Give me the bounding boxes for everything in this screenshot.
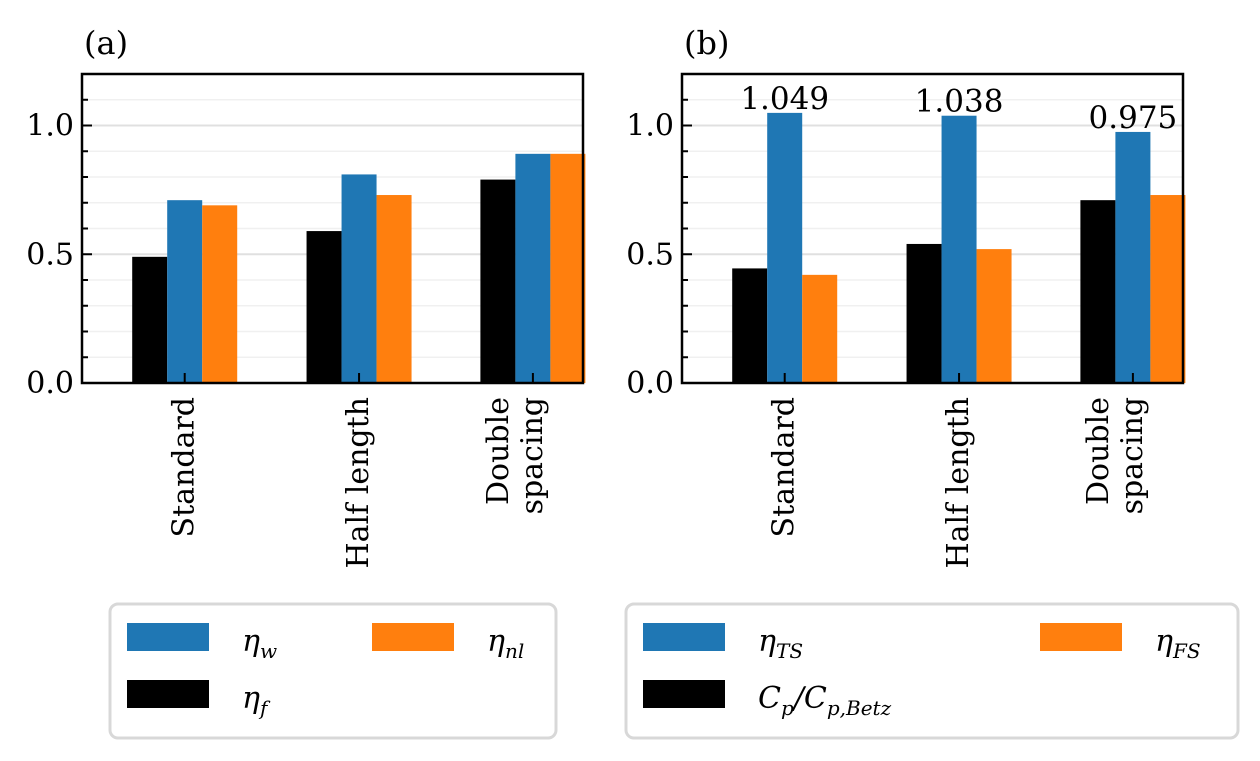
legend-label: ηFS	[1155, 624, 1201, 663]
legend-label: ηnl	[487, 624, 524, 663]
y-tick-label: 1.0	[26, 109, 74, 144]
data-label: 1.049	[740, 81, 829, 117]
x-category-label: Double	[1081, 397, 1116, 505]
legend-label: ηTS	[758, 624, 803, 663]
bar-ts-2	[1115, 131, 1151, 383]
legend-label: ηw	[242, 624, 277, 663]
x-category-label: Standard	[767, 397, 802, 537]
x-category-label: Half length	[341, 397, 376, 569]
y-tick-label: 1.0	[626, 109, 674, 144]
bar-nl-0	[202, 205, 238, 383]
bar-w-0	[167, 200, 203, 383]
legend-swatch	[1040, 623, 1122, 651]
legend-swatch	[643, 680, 725, 708]
y-tick-label: 0.0	[26, 366, 74, 401]
bar-nl-1	[376, 195, 412, 383]
x-category-label: Double	[481, 397, 516, 505]
chart-panel-a: 0.0 0.5 1.0 Standard Half length Double spacin…	[26, 24, 586, 740]
bar-p-0	[732, 268, 768, 383]
y-tick-label: 0.0	[626, 366, 674, 401]
bar-fs-0	[802, 274, 838, 383]
data-label: 0.975	[1089, 100, 1178, 136]
data-label: 1.038	[915, 84, 1004, 120]
bar-fs-2	[1150, 195, 1186, 383]
bar-f-2	[480, 179, 516, 383]
y-tick-label: 0.5	[626, 237, 674, 272]
legend-swatch	[127, 680, 209, 708]
x-category-label: Half length	[941, 397, 976, 569]
x-category-label: Standard	[167, 397, 202, 537]
bar-nl-2	[550, 153, 586, 383]
legend-swatch	[372, 623, 454, 651]
bar-w-2	[515, 153, 551, 383]
legend-label: Cp/Cp,Betz	[758, 681, 892, 720]
legend-swatch	[127, 623, 209, 651]
x-category-label: spacing	[515, 397, 550, 514]
bar-w-1	[341, 174, 377, 383]
bar-fs-1	[976, 249, 1012, 383]
bar-p-1	[906, 243, 942, 383]
chart-panel-b: 1.049 1.038 0.975 0.0 0.5 1.0 Standard Half len…	[624, 24, 1240, 740]
bar-f-1	[306, 231, 342, 383]
bar-ts-0	[767, 112, 803, 383]
x-category-label: spacing	[1115, 397, 1150, 514]
y-tick-label: 0.5	[26, 237, 74, 272]
bar-ts-1	[941, 115, 977, 383]
panel-label: (a)	[84, 24, 128, 62]
panel-label: (b)	[684, 24, 729, 62]
bar-p-2	[1080, 200, 1116, 383]
legend-swatch	[643, 623, 725, 651]
bar-f-0	[132, 256, 168, 383]
